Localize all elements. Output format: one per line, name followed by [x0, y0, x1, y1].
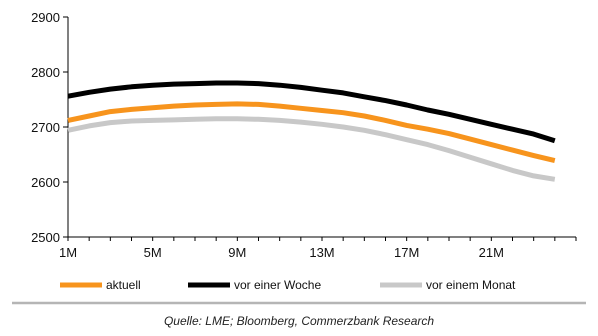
y-axis: 2500 2600 2700 2800 2900 — [31, 10, 69, 245]
x-axis: 1M 5M 9M 13M 17M 21M — [59, 236, 577, 260]
legend-label: vor einem Monat — [426, 278, 516, 292]
y-tick-label: 2600 — [31, 175, 60, 190]
x-tick-label: 17M — [394, 245, 419, 260]
legend: aktuell vor einer Woche vor einem Monat — [60, 278, 516, 292]
series-line-vor-einer-woche — [67, 80, 556, 144]
series-lines — [67, 80, 556, 182]
x-tick-label: 5M — [144, 245, 162, 260]
y-tick-label: 2500 — [31, 230, 60, 245]
legend-label: vor einer Woche — [234, 278, 321, 292]
series-line-vor-einem-monat — [67, 116, 556, 182]
y-tick-label: 2900 — [31, 10, 60, 25]
series-line-aktuell — [67, 101, 556, 164]
source-note: Quelle: LME; Bloomberg, Commerzbank Rese… — [163, 314, 435, 328]
x-tick-label: 13M — [309, 245, 334, 260]
y-tick-label: 2800 — [31, 65, 60, 80]
x-tick-label: 9M — [228, 245, 246, 260]
x-tick-label: 1M — [59, 245, 77, 260]
legend-label: aktuell — [106, 278, 141, 292]
y-tick-label: 2700 — [31, 120, 60, 135]
x-tick-label: 21M — [479, 245, 504, 260]
